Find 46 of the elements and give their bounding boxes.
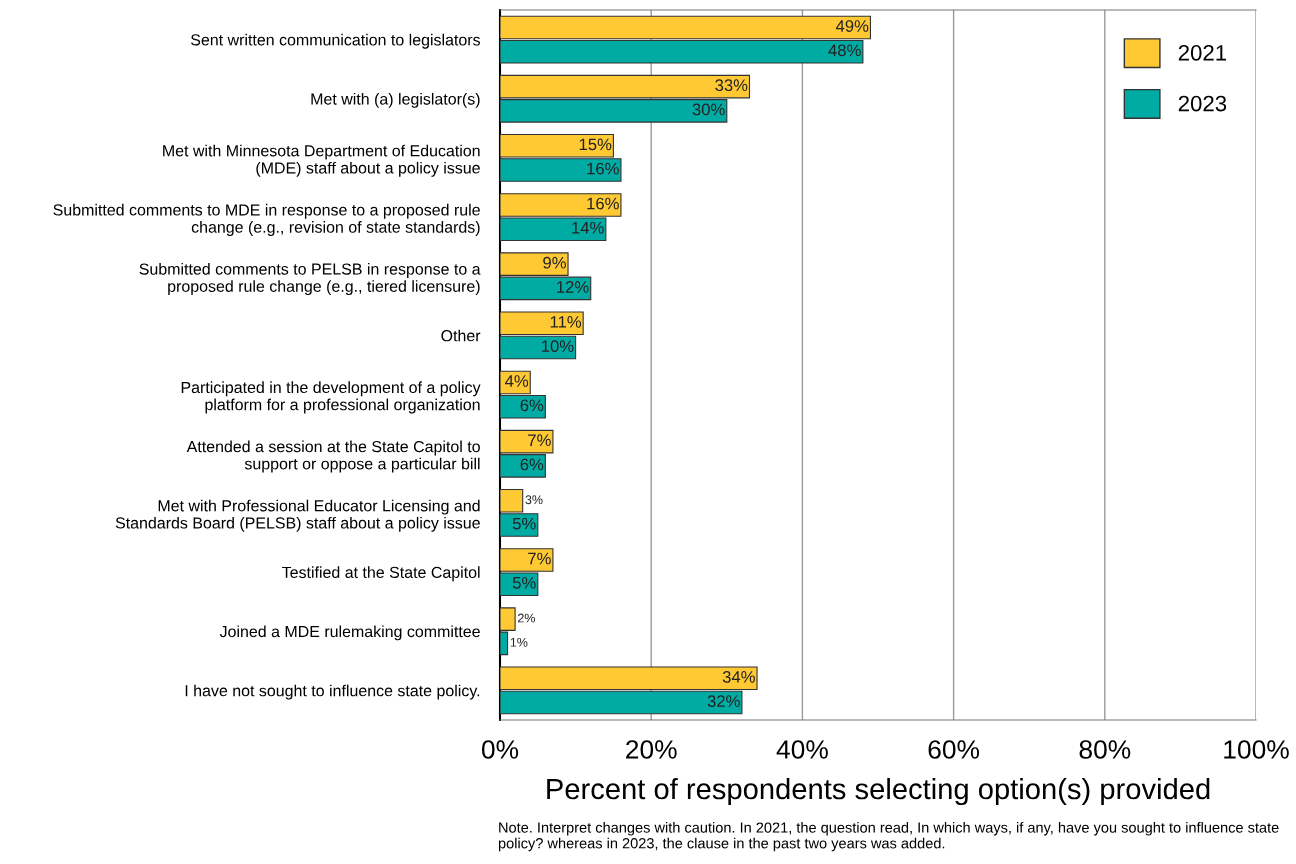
- y-tick-label: Sent written communication to legislators: [191, 33, 480, 49]
- data-label: 6%: [520, 458, 544, 471]
- data-label: 3%: [525, 495, 543, 505]
- data-label: 10%: [542, 340, 574, 353]
- legend-label: 2021: [1178, 44, 1227, 61]
- data-label: 4%: [505, 375, 529, 387]
- text: Note. Interpret changes with caution. In 2021, the question read, In which ways, if any, have you sought to influence state policy? whereas in 2023, the clause in the past two years was added.: [498, 822, 1279, 852]
- data-label: 9%: [543, 256, 566, 269]
- y-tick-label: Submitted comments to MDE in response to a proposed rule change (e.g., revision of state standards): [53, 203, 480, 236]
- x-tick-label: 40%: [776, 740, 828, 759]
- x-tick-label: 60%: [928, 740, 980, 759]
- x-tick-label: 80%: [1079, 740, 1131, 759]
- data-label: 7%: [528, 552, 551, 565]
- data-label: 1%: [510, 637, 528, 647]
- y-tick-label: Joined a MDE rulemaking committee: [219, 625, 480, 641]
- legend-label: 2023: [1178, 95, 1227, 112]
- data-label: 5%: [512, 576, 536, 589]
- data-label: 16%: [587, 162, 619, 175]
- data-label: 5%: [512, 517, 536, 530]
- y-tick-label: Other: [441, 329, 481, 342]
- data-label: 16%: [587, 197, 619, 210]
- y-tick-label: Attended a session at the State Capitol to support or oppose a particular bill: [186, 440, 480, 473]
- y-tick-label: Submitted comments to PELSB in response to a proposed rule change (e.g., tiered licensure): [139, 263, 481, 296]
- x-tick-label: 100%: [1224, 740, 1289, 759]
- y-tick-label: Met with (a) legislator(s): [311, 92, 480, 108]
- data-label: 33%: [715, 79, 748, 92]
- data-label: 6%: [520, 399, 544, 412]
- y-tick-label: Met with Minnesota Department of Education (MDE) staff about a policy issue: [163, 144, 480, 177]
- data-label: 15%: [579, 138, 612, 151]
- y-tick-label: Participated in the development of a policy platform for a professional organization: [181, 381, 481, 414]
- data-label: 7%: [528, 434, 551, 447]
- data-label: 48%: [828, 44, 861, 57]
- y-tick-label: Testified at the State Capitol: [282, 566, 480, 582]
- data-label: 12%: [557, 281, 589, 293]
- data-label: 14%: [572, 221, 604, 234]
- data-label: 11%: [550, 316, 582, 328]
- data-label: 32%: [707, 695, 740, 708]
- data-label: 30%: [692, 103, 725, 116]
- y-tick-label: I have not sought to influence state policy.: [185, 684, 480, 700]
- x-axis-title: Percent of respondents selecting option(s) provided: [547, 777, 1210, 806]
- data-label: 2%: [518, 613, 536, 623]
- data-label: 34%: [722, 670, 755, 683]
- x-tick-label: 20%: [626, 740, 677, 759]
- data-label: 49%: [835, 20, 869, 32]
- y-tick-label: Met with Professional Educator Licensing and Standards Board (PELSB) staff about a policy issue: [115, 499, 480, 532]
- x-tick-label: 0%: [481, 740, 519, 759]
